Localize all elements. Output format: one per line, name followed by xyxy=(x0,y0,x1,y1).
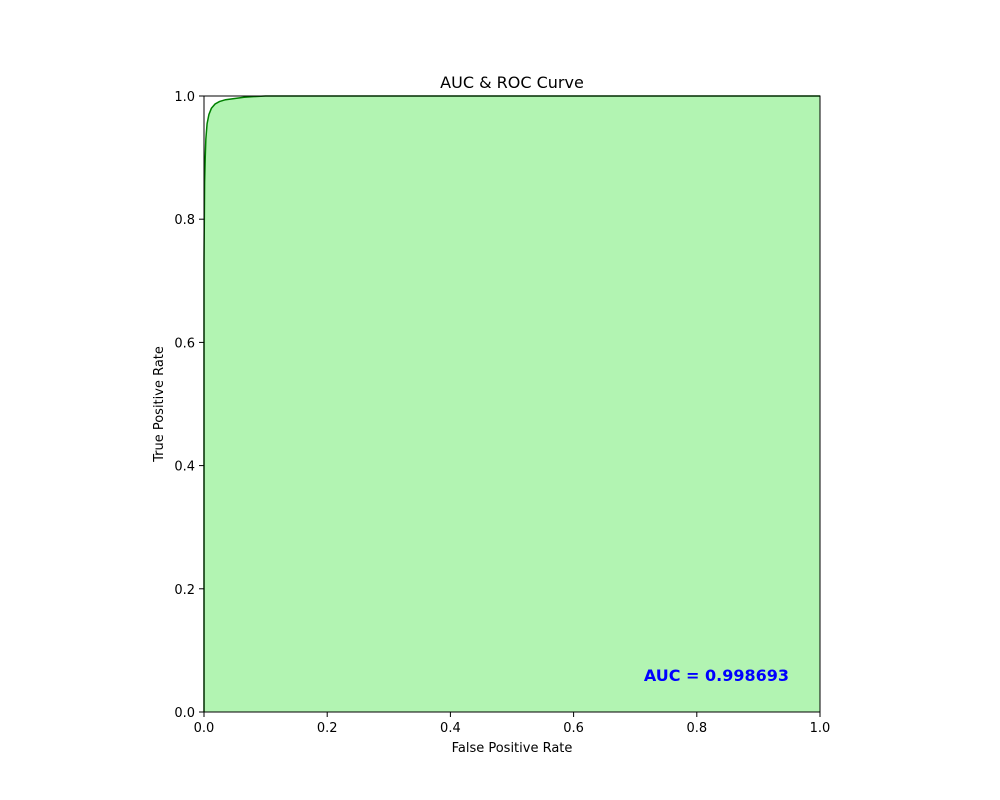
y-tick-label: 1.0 xyxy=(174,90,195,105)
x-tick-label: 0.6 xyxy=(563,721,584,736)
x-tick-label: 0.0 xyxy=(194,721,215,736)
y-tick-label: 0.6 xyxy=(174,336,195,351)
y-tick-label: 0.8 xyxy=(174,213,195,228)
auc-annotation: AUC = 0.998693 xyxy=(644,666,789,685)
y-tick-label: 0.4 xyxy=(174,460,195,475)
y-tick-label: 0.2 xyxy=(174,583,195,598)
plot-area: 0.0 0.2 0.4 0.6 0.8 1.0 0.0 0.2 0.4 0.6 0.8 1.0 xyxy=(174,90,830,736)
x-tick-label: 0.4 xyxy=(440,721,461,736)
x-tick-label: 1.0 xyxy=(810,721,831,736)
x-tick-label: 0.2 xyxy=(317,721,338,736)
y-tick-label: 0.0 xyxy=(174,706,195,721)
chart-title: AUC & ROC Curve xyxy=(440,73,584,92)
auc-area-fill xyxy=(204,96,820,712)
y-axis-label: True Positive Rate xyxy=(152,346,167,463)
x-axis-label: False Positive Rate xyxy=(452,741,573,756)
x-tick-label: 0.8 xyxy=(686,721,707,736)
axes-frame xyxy=(203,95,821,713)
